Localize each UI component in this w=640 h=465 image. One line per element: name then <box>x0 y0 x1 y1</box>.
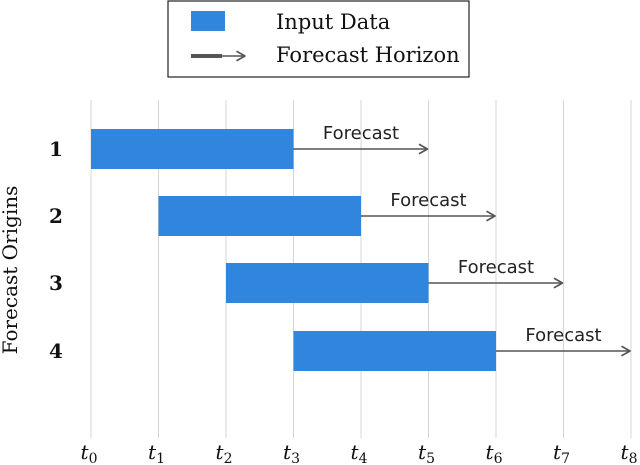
x-tick-label: t8 <box>621 440 638 465</box>
origin-label: 2 <box>49 204 63 228</box>
forecast-label: Forecast <box>323 123 399 144</box>
forecast-label: Forecast <box>525 325 601 346</box>
y-axis-title: Forecast Origins <box>0 186 22 355</box>
origin-row: 3 Forecast <box>49 257 564 303</box>
x-tick-label: t6 <box>486 440 503 465</box>
origin-row: 2 Forecast <box>49 190 496 236</box>
input-data-bar <box>293 331 496 371</box>
origin-label: 3 <box>49 271 63 295</box>
x-tick-label: t5 <box>418 440 435 465</box>
x-tick-label: t7 <box>553 440 570 465</box>
rows-layer: 1 Forecast 2 Forecast 3 Forecast 4 Forecast <box>49 123 631 371</box>
input-data-bar <box>158 196 361 236</box>
x-tick-label: t4 <box>351 440 368 465</box>
legend-input-label: Input Data <box>276 10 390 34</box>
x-tick-label: t2 <box>216 440 233 465</box>
x-tick-label: t1 <box>148 440 165 465</box>
origin-label: 1 <box>49 137 63 161</box>
origin-row: 4 Forecast <box>49 325 631 371</box>
forecast-label: Forecast <box>390 190 466 211</box>
input-data-bar <box>226 263 429 303</box>
x-tick-labels: t0 t1 t2 t3 t4 t5 t6 t7 t8 <box>81 440 638 465</box>
input-data-bar <box>91 129 294 169</box>
x-tick-label: t3 <box>283 440 300 465</box>
x-tick-label: t0 <box>81 440 98 465</box>
origin-row: 1 Forecast <box>49 123 429 169</box>
origin-label: 4 <box>49 339 63 363</box>
forecast-label: Forecast <box>458 257 534 278</box>
legend-input-swatch <box>191 11 225 31</box>
legend: Input Data Forecast Horizon <box>167 0 470 78</box>
legend-horizon-label: Forecast Horizon <box>276 43 460 67</box>
